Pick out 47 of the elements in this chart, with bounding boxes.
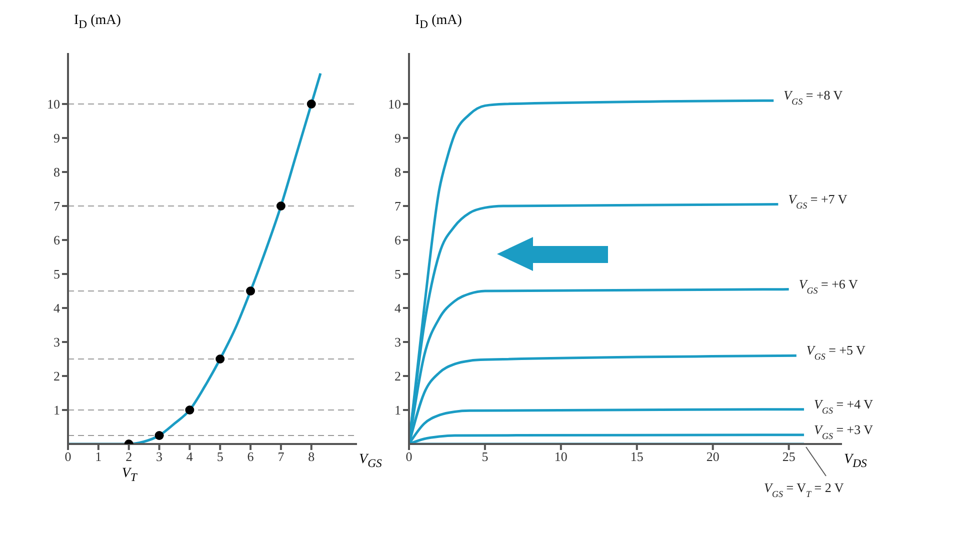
y-tick-label: 2 — [394, 368, 401, 384]
y-tick-label: 10 — [388, 96, 401, 112]
y-tick-label: 7 — [54, 198, 60, 214]
series-label: V$_{GS}$ = +4 V — [814, 396, 874, 416]
x-axis-title: V$_{DS}$ — [844, 452, 867, 470]
series-label: V$_{GS}$ = +8 V — [784, 88, 844, 107]
y-axis-title: I$_{D}$ (mA) — [415, 13, 462, 31]
y-tick-label: 8 — [54, 164, 60, 180]
x-tick-label: 1 — [95, 449, 102, 464]
y-axis-title: I$_{D}$ (mA) — [74, 13, 121, 31]
y-tick-label: 1 — [54, 402, 60, 418]
x-tick-label: 7 — [278, 449, 285, 464]
x-tick-label: 15 — [630, 449, 644, 464]
x-tick-label: 25 — [782, 449, 796, 464]
x-tick-label: 20 — [706, 449, 720, 464]
y-tick-label: 7 — [394, 198, 402, 214]
y-tick-label: 2 — [54, 368, 60, 384]
x-tick-label: 6 — [247, 449, 254, 464]
x-tick-label: 2 — [126, 449, 132, 464]
x-tick-label: 5 — [482, 449, 488, 464]
x-axis-title: V$_{GS}$ — [359, 452, 382, 470]
x-tick-label: 8 — [308, 449, 315, 464]
y-tick-label: 5 — [54, 266, 60, 282]
annotation: V$_{T}$ — [122, 466, 137, 484]
y-tick-label: 10 — [47, 96, 60, 112]
x-tick-label: 3 — [156, 449, 163, 464]
y-tick-label: 9 — [394, 130, 401, 146]
y-tick-label: 3 — [54, 334, 60, 350]
series-label: V$_{GS}$ = +3 V — [814, 422, 874, 441]
y-tick-label: 5 — [394, 266, 401, 282]
series-label: V$_{GS}$ = +7 V — [788, 191, 848, 210]
y-tick-label: 6 — [394, 232, 402, 248]
x-tick-label: 0 — [406, 449, 412, 464]
x-tick-label: 0 — [64, 449, 72, 464]
x-tick-label: 10 — [554, 449, 568, 464]
text: V$_{GS}$ = V$_{T}$ = 2 V — [764, 480, 844, 499]
series-label: V$_{GS}$ = +6 V — [798, 276, 858, 296]
series-label: V$_{GS}$ = +5 V — [806, 342, 866, 362]
y-tick-label: 8 — [394, 164, 401, 180]
x-tick-label: 4 — [186, 449, 194, 464]
y-tick-label: 3 — [394, 334, 401, 350]
y-tick-label: 4 — [394, 300, 402, 316]
y-tick-label: 6 — [54, 232, 60, 248]
y-tick-label: 4 — [54, 300, 60, 316]
x-tick-label: 5 — [216, 449, 224, 464]
y-tick-label: 1 — [394, 402, 401, 418]
y-tick-label: 9 — [54, 130, 60, 146]
